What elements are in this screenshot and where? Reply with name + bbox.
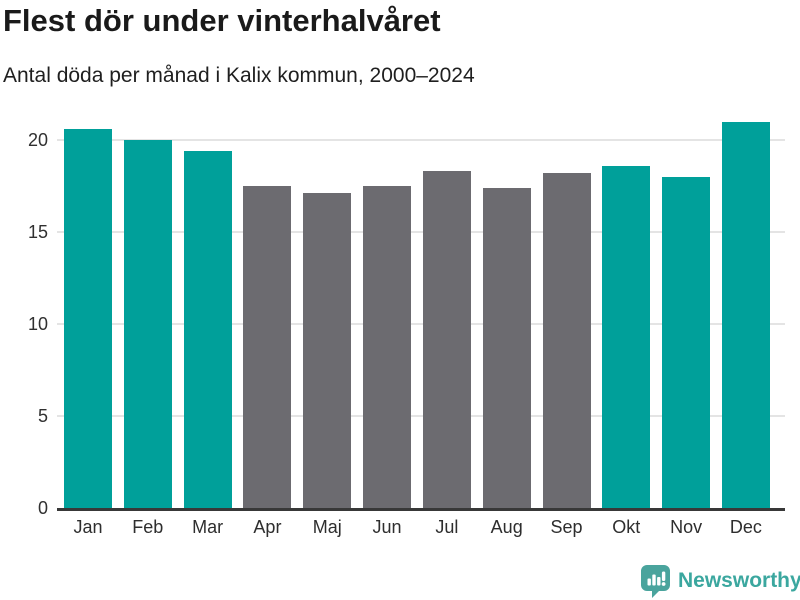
- gridline-20: [57, 138, 785, 141]
- x-axis-label-dec: Dec: [729, 517, 762, 537]
- y-axis-tick-label-5: 5: [37, 405, 48, 426]
- bar-okt: [602, 165, 651, 508]
- x-axis-label-aug: Aug: [490, 517, 523, 537]
- chart-title: Flest dör under vinterhalvåret: [3, 3, 441, 38]
- bar-series: [57, 116, 785, 508]
- logo-bar-tall: [652, 574, 656, 586]
- gridline-15: [57, 230, 785, 233]
- bar-nov: [662, 176, 711, 508]
- bar-jan: [64, 128, 112, 508]
- brand-name: Newsworthy: [678, 569, 800, 592]
- x-axis-label-feb: Feb: [132, 517, 164, 537]
- chart-subtitle: Antal döda per månad i Kalix kommun, 200…: [3, 64, 475, 87]
- bar-jun: [363, 185, 412, 508]
- x-axis-label-okt: Okt: [612, 517, 641, 537]
- bar-sep: [542, 173, 591, 508]
- x-axis-label-jun: Jun: [372, 517, 402, 537]
- newsworthy-logo: Newsworthy: [639, 564, 800, 598]
- x-axis-label-sep: Sep: [550, 517, 583, 537]
- x-axis-label-jan: Jan: [73, 517, 103, 537]
- bar-maj: [303, 193, 352, 508]
- bar-jul: [422, 171, 471, 508]
- logo-exclamation-dot: [661, 582, 666, 586]
- x-axis-label-nov: Nov: [670, 517, 703, 537]
- bar-mar: [183, 150, 232, 508]
- gridline-10: [57, 322, 785, 325]
- y-axis-tick-label-15: 15: [27, 221, 48, 242]
- y-axis-tick-label-0: 0: [37, 498, 48, 518]
- x-axis-label-mar: Mar: [192, 517, 224, 537]
- x-axis-label-maj: Maj: [312, 517, 342, 537]
- y-axis-tick-label-10: 10: [27, 313, 48, 334]
- bar-apr: [243, 185, 292, 508]
- logo-exclamation-stem: [661, 571, 666, 581]
- logo-bar-medium: [657, 577, 661, 586]
- y-axis-tick-label-20: 20: [27, 129, 48, 150]
- logo-bar-small: [647, 578, 651, 586]
- newsworthy-speech-bubble-bar-chart-icon: [641, 565, 670, 598]
- bar-aug: [482, 187, 531, 508]
- gridline-5: [57, 414, 785, 417]
- plot-area: [57, 116, 785, 511]
- x-axis: Jan Feb Mar Apr Maj Jun Jul Aug Sep Okt Nov Dec: [57, 517, 785, 538]
- bar-feb: [123, 139, 172, 508]
- bar-dec: [721, 121, 770, 508]
- x-axis-label-jul: Jul: [435, 517, 459, 537]
- y-axis: 0 5 10 15 20: [0, 0, 48, 600]
- x-axis-label-apr: Apr: [253, 517, 282, 537]
